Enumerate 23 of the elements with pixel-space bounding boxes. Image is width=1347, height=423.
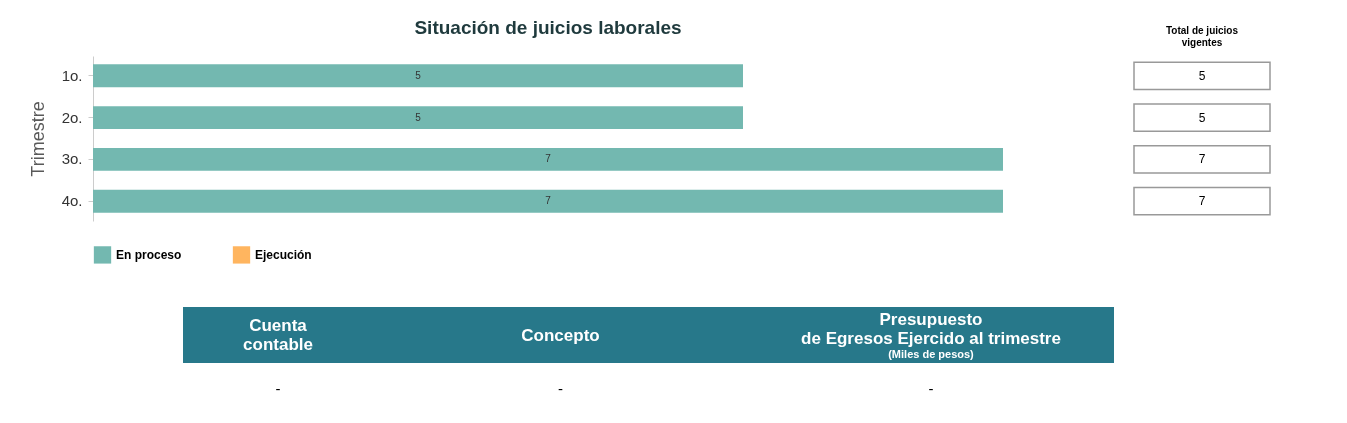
text: Total de juicios vigentes [1165,25,1239,48]
text: Concepto [520,325,601,345]
data-label: 5 [1198,110,1206,125]
legend-label: En proceso [116,247,182,262]
chart-title: Situación de juicios laborales [414,17,682,38]
y-tick-label: 1o. [61,66,83,84]
text: - [557,380,564,397]
total-label: 5 [415,111,422,123]
y-tick-label: 2o. [61,108,83,126]
text: - [274,380,282,397]
y-tick-label: 4o. [61,192,83,210]
total-label: 7 [545,195,552,207]
text: Cuenta contable [242,316,314,354]
legend-label: Ejecución [255,247,312,262]
text: - [927,380,935,397]
data-label: 7 [1198,194,1206,209]
data-label: 7 [1198,152,1206,167]
total-label: 5 [415,69,422,81]
text: (Miles de pesos) [887,348,975,360]
data-label: 5 [1198,68,1206,83]
total-label: 7 [545,153,552,165]
y-tick-label: 3o. [61,150,83,168]
y-axis-title: Trimestre [27,101,48,177]
